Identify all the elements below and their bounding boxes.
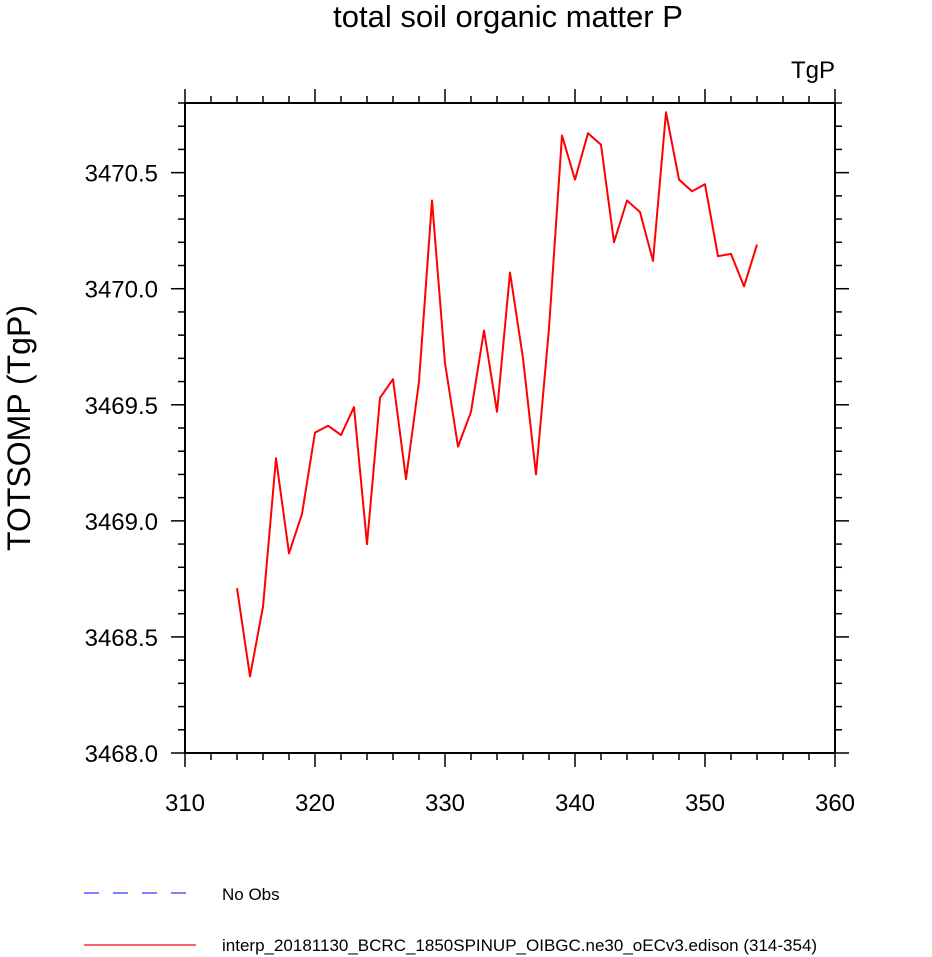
units-label: TgP [791,57,835,84]
y-axis-tick-labels: 3468.0 3468.5 3469.0 3469.5 3470.0 3470.5 [85,161,158,768]
y-tick-label: 3469.5 [85,393,158,420]
legend: No Obs interp_20181130_BCRC_1850SPINUP_O… [84,885,817,955]
y-axis-ticks [171,102,849,754]
y-tick-label: 3470.0 [85,277,158,304]
x-axis-tick-labels: 310 320 330 340 350 360 [165,790,855,817]
x-tick-label: 310 [165,790,205,817]
y-axis-label: TOTSOMP (TgP) [1,305,37,551]
legend-label-no-obs: No Obs [222,885,280,904]
x-axis-ticks [184,89,836,767]
y-tick-label: 3470.5 [85,161,158,188]
plot-frame [184,102,836,754]
x-tick-label: 320 [295,790,335,817]
y-tick-label: 3468.5 [85,625,158,652]
chart-title: total soil organic matter P [333,0,683,34]
legend-label-model: interp_20181130_BCRC_1850SPINUP_OIBGC.ne… [222,936,817,955]
series-layer [236,111,758,678]
x-tick-label: 330 [425,790,465,817]
x-tick-label: 360 [815,790,855,817]
series-line [236,111,758,678]
x-tick-label: 350 [685,790,725,817]
y-tick-label: 3469.0 [85,509,158,536]
x-tick-label: 340 [555,790,595,817]
y-tick-label: 3468.0 [85,741,158,768]
